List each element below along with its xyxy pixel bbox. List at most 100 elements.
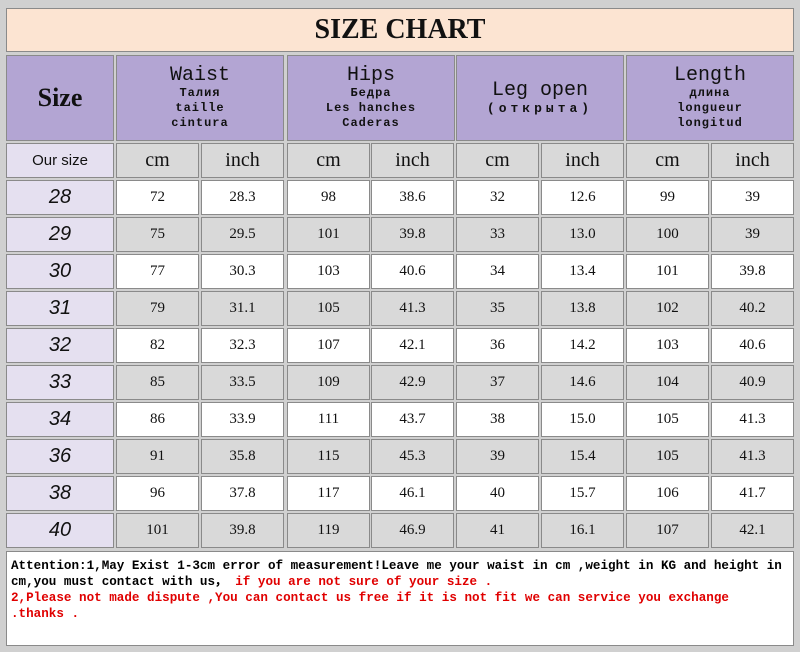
measure-cell: 31.1	[201, 291, 284, 326]
measure-cell: 101	[116, 513, 199, 548]
measure-cell: 105	[287, 291, 370, 326]
measure-cell: 115	[287, 439, 370, 474]
measure-cell: 105	[626, 402, 709, 437]
group-name: Waist	[169, 63, 230, 87]
measure-cell: 16.1	[541, 513, 624, 548]
measure-cell: 33.9	[201, 402, 284, 437]
group-name: Length	[673, 63, 746, 87]
unit-header: cm	[287, 143, 370, 178]
measure-cell: 42.1	[711, 513, 794, 548]
measure-cell: 40.6	[711, 328, 794, 363]
size-cell: 29	[6, 217, 114, 252]
size-cell: 34	[6, 402, 114, 437]
measure-cell: 105	[626, 439, 709, 474]
group-translation: (открыта)	[486, 100, 594, 116]
measure-cell: 38.6	[371, 180, 454, 215]
measure-cell: 46.1	[371, 476, 454, 511]
our-size-label: Our size	[6, 143, 114, 178]
measure-cell: 106	[626, 476, 709, 511]
measure-cell: 35	[456, 291, 539, 326]
measure-cell: 12.6	[541, 180, 624, 215]
measure-cell: 91	[116, 439, 199, 474]
measure-cell: 39.8	[711, 254, 794, 289]
unit-header: inch	[541, 143, 624, 178]
size-cell: 30	[6, 254, 114, 289]
measure-cell: 109	[287, 365, 370, 400]
measure-cell: 43.7	[371, 402, 454, 437]
size-cell: 36	[6, 439, 114, 474]
group-translation: длина	[689, 85, 731, 100]
size-header: Size	[6, 55, 114, 141]
measure-cell: 39	[711, 217, 794, 252]
unit-header: cm	[456, 143, 539, 178]
unit-header: cm	[116, 143, 199, 178]
measure-cell: 45.3	[371, 439, 454, 474]
group-header: Waist Талия taille cintura	[116, 55, 284, 141]
measure-cell: 101	[626, 254, 709, 289]
group-header: Leg open (открыта)	[456, 55, 624, 141]
measure-cell: 98	[287, 180, 370, 215]
measure-cell: 13.4	[541, 254, 624, 289]
group-translation: Les hanches	[325, 100, 417, 115]
measure-cell: 103	[626, 328, 709, 363]
unit-header: inch	[201, 143, 284, 178]
group-name: Leg open	[491, 78, 588, 102]
measure-cell: 40.2	[711, 291, 794, 326]
measure-cell: 82	[116, 328, 199, 363]
measure-cell: 99	[626, 180, 709, 215]
measure-cell: 13.8	[541, 291, 624, 326]
size-cell: 31	[6, 291, 114, 326]
note: Attention:1,May Exist 1-3cm error of mea…	[6, 551, 794, 646]
measure-cell: 40	[456, 476, 539, 511]
measure-cell: 100	[626, 217, 709, 252]
measure-cell: 77	[116, 254, 199, 289]
measure-cell: 107	[626, 513, 709, 548]
measure-cell: 104	[626, 365, 709, 400]
measure-cell: 39.8	[371, 217, 454, 252]
measure-cell: 101	[287, 217, 370, 252]
measure-cell: 30.3	[201, 254, 284, 289]
title: SIZE CHART	[6, 8, 794, 52]
measure-cell: 37	[456, 365, 539, 400]
unit-header: inch	[371, 143, 454, 178]
measure-cell: 96	[116, 476, 199, 511]
measure-cell: 41.3	[371, 291, 454, 326]
measure-cell: 107	[287, 328, 370, 363]
measure-cell: 34	[456, 254, 539, 289]
measure-cell: 41	[456, 513, 539, 548]
measure-cell: 39	[456, 439, 539, 474]
size-cell: 40	[6, 513, 114, 548]
measure-cell: 15.0	[541, 402, 624, 437]
note-text: Attention:1,May Exist 1-3cm error of mea…	[11, 559, 782, 589]
unit-header: inch	[711, 143, 794, 178]
measure-cell: 13.0	[541, 217, 624, 252]
group-translation: taille	[175, 100, 225, 115]
group-translation: Бедра	[350, 85, 392, 100]
group-translation: Caderas	[342, 115, 400, 130]
measure-cell: 32.3	[201, 328, 284, 363]
group-translation: Талия	[179, 85, 221, 100]
measure-cell: 32	[456, 180, 539, 215]
size-cell: 33	[6, 365, 114, 400]
measure-cell: 41.7	[711, 476, 794, 511]
note-warning: 2,Please not made dispute ,You can conta…	[11, 591, 729, 621]
measure-cell: 46.9	[371, 513, 454, 548]
measure-cell: 102	[626, 291, 709, 326]
group-translation: longueur	[677, 100, 743, 115]
measure-cell: 40.9	[711, 365, 794, 400]
note-warning: if you are not sure of your size .	[227, 575, 493, 589]
measure-cell: 36	[456, 328, 539, 363]
measure-cell: 103	[287, 254, 370, 289]
group-translation: longitud	[677, 115, 743, 130]
group-name: Hips	[346, 63, 395, 87]
measure-cell: 42.9	[371, 365, 454, 400]
measure-cell: 42.1	[371, 328, 454, 363]
measure-cell: 37.8	[201, 476, 284, 511]
group-translation: cintura	[171, 115, 229, 130]
measure-cell: 15.7	[541, 476, 624, 511]
measure-cell: 40.6	[371, 254, 454, 289]
measure-cell: 14.6	[541, 365, 624, 400]
unit-header: cm	[626, 143, 709, 178]
measure-cell: 72	[116, 180, 199, 215]
size-cell: 32	[6, 328, 114, 363]
